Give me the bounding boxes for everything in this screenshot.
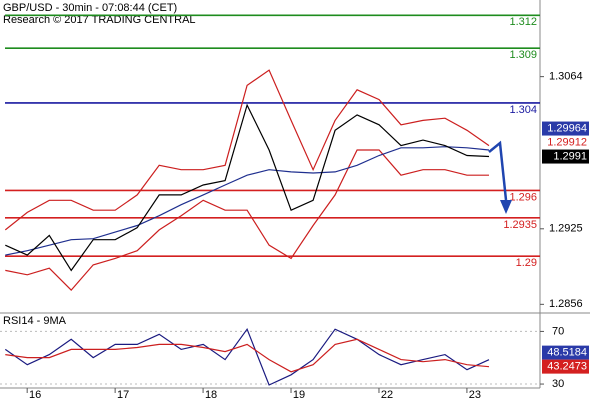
x-tick-label: 17 [117,389,129,400]
level-label: 1.29 [516,257,537,269]
series-line [5,146,490,256]
level-label: 1.2935 [503,219,537,231]
marks: 1.2856 1.2925 1.3064 16 17 18 19 22 23 1.312 1.309… [0,14,589,400]
price-tag-label: 48.5184 [547,347,587,359]
forecast-arrowhead [500,200,512,214]
y-tick-label: 1.2856 [549,298,583,310]
y-tick-label: 1.2925 [549,223,583,235]
price-tag-box [542,149,589,164]
price-tag-box [542,121,589,136]
x-tick-label: 16 [29,389,41,400]
price-tag-label: 1.2991 [553,150,587,162]
y-tick-label: 1.3064 [549,71,583,83]
series-line [4,327,490,386]
price-tag-box [542,359,589,374]
series-line [5,338,490,373]
y-tick-label: 30 [552,378,564,390]
price-tag-label: 43.2473 [547,361,587,373]
y-tick-label: 70 [552,325,564,337]
rsi-title: RSI14 - 9MA [3,315,67,327]
level-label: 1.312 [509,16,537,28]
series-line [4,69,490,231]
level-label: 1.296 [509,191,537,203]
series-line [5,149,489,291]
level-label: 1.309 [509,49,537,61]
series-line [5,103,490,272]
x-tick-label: 22 [381,389,393,400]
price-tag-label: 1.29964 [547,122,587,134]
forecast-arrow [488,140,508,201]
chart-title: GBP/USD - 30min - 07:08:44 (CET) [3,2,177,14]
x-tick-label: 19 [293,389,305,400]
x-tick-label: 18 [205,389,217,400]
chart-subtitle: Research © 2017 TRADING CENTRAL [3,14,196,26]
x-tick-label: 23 [469,389,481,400]
level-label: 1.304 [509,104,537,116]
price-tag-box [542,345,589,360]
price-tag-label: 1.29912 [547,136,587,148]
